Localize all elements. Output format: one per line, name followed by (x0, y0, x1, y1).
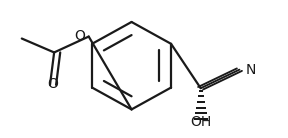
Text: N: N (245, 63, 256, 77)
Text: O: O (48, 77, 58, 91)
Text: O: O (75, 29, 85, 43)
Text: OH: OH (190, 115, 211, 129)
